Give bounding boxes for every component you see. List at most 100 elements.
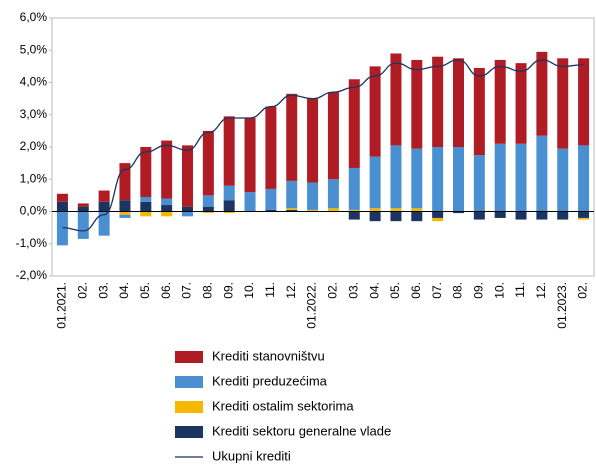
x-tick-label: 12. [284, 282, 298, 299]
x-tick-label: 02. [326, 282, 340, 299]
bar [494, 143, 506, 212]
y-tick-label: 1,0% [20, 171, 48, 185]
x-tick-label: 04. [117, 282, 131, 299]
legend-swatch [175, 426, 203, 438]
bar [286, 93, 298, 181]
bar [140, 201, 152, 212]
bar [56, 193, 68, 202]
bar [494, 59, 506, 144]
legend-label: Krediti preduzećima [212, 373, 328, 388]
bar [473, 155, 485, 212]
x-tick-label: 09. [472, 282, 486, 299]
x-tick-label: 08. [201, 282, 215, 299]
bar [390, 211, 402, 222]
bar [161, 198, 173, 206]
bar [307, 98, 319, 183]
bar [265, 106, 277, 189]
bar [327, 179, 339, 209]
x-tick-label: 01.2022. [305, 282, 319, 329]
bar [411, 148, 423, 209]
bar [307, 209, 319, 212]
x-tick-label: 05. [138, 282, 152, 299]
bar [327, 92, 339, 180]
plot-frame [51, 17, 595, 277]
bar [369, 211, 381, 222]
y-tick-label: 0,0% [20, 204, 48, 218]
x-tick-label: 09. [221, 282, 235, 299]
bar [202, 195, 214, 207]
bar [202, 206, 214, 212]
bar [411, 211, 423, 222]
bar [536, 211, 548, 220]
bar [119, 200, 131, 212]
bar [140, 147, 152, 197]
bar [432, 147, 444, 212]
bar [536, 51, 548, 136]
bar [56, 211, 68, 246]
bar [432, 211, 444, 218]
bar [348, 209, 360, 212]
bar [369, 66, 381, 157]
bar [390, 53, 402, 146]
bar [161, 205, 173, 212]
bar [411, 208, 423, 212]
x-tick-label: 08. [451, 282, 465, 299]
bar [557, 148, 569, 212]
x-tick-label: 06. [159, 282, 173, 299]
bar [119, 211, 131, 215]
legend-label: Krediti sektoru generalne vlade [212, 423, 391, 438]
bar [77, 206, 89, 212]
bar [515, 143, 527, 212]
y-tick-label: -1,0% [16, 236, 48, 250]
bar [473, 211, 485, 220]
bar [265, 188, 277, 210]
x-tick-label: 02. [75, 282, 89, 299]
bar [244, 117, 256, 193]
x-tick-label: 01.2021. [55, 282, 69, 329]
x-tick-label: 03. [96, 282, 110, 299]
bar [98, 211, 110, 236]
bar [202, 130, 214, 196]
bar [369, 156, 381, 209]
bar [432, 56, 444, 148]
bar [578, 217, 590, 220]
bar [161, 211, 173, 217]
bar [77, 203, 89, 207]
y-tick-label: 3,0% [20, 107, 48, 121]
x-tick-label: 05. [388, 282, 402, 299]
bar [119, 214, 131, 218]
bar [515, 63, 527, 144]
x-tick-label: 11. [513, 282, 527, 298]
bar [453, 58, 464, 147]
legend-swatch [175, 401, 203, 413]
x-tick-label: 03. [346, 282, 360, 299]
bar [348, 167, 360, 210]
bar [432, 217, 444, 222]
bar [390, 208, 402, 212]
y-tick-label: 6,0% [20, 10, 48, 24]
bar [286, 209, 298, 212]
bar [515, 211, 527, 220]
x-tick-label: 07. [180, 282, 194, 299]
bar [494, 211, 506, 218]
bar [390, 145, 402, 209]
bar [56, 201, 68, 212]
bar [578, 58, 590, 146]
bar [119, 163, 131, 201]
line [62, 59, 584, 232]
bar [411, 59, 423, 149]
bar [202, 211, 214, 214]
bar [578, 211, 590, 218]
x-tick-label: 01.2023. [555, 282, 569, 329]
bar [286, 208, 298, 210]
bar [536, 135, 548, 212]
bar [369, 208, 381, 212]
bar [557, 58, 569, 149]
bar [223, 116, 235, 186]
bar [286, 180, 298, 209]
bar [327, 208, 339, 212]
bar [140, 211, 152, 217]
bar [557, 211, 569, 220]
bar [348, 79, 360, 168]
y-tick-label: -2,0% [16, 268, 48, 282]
